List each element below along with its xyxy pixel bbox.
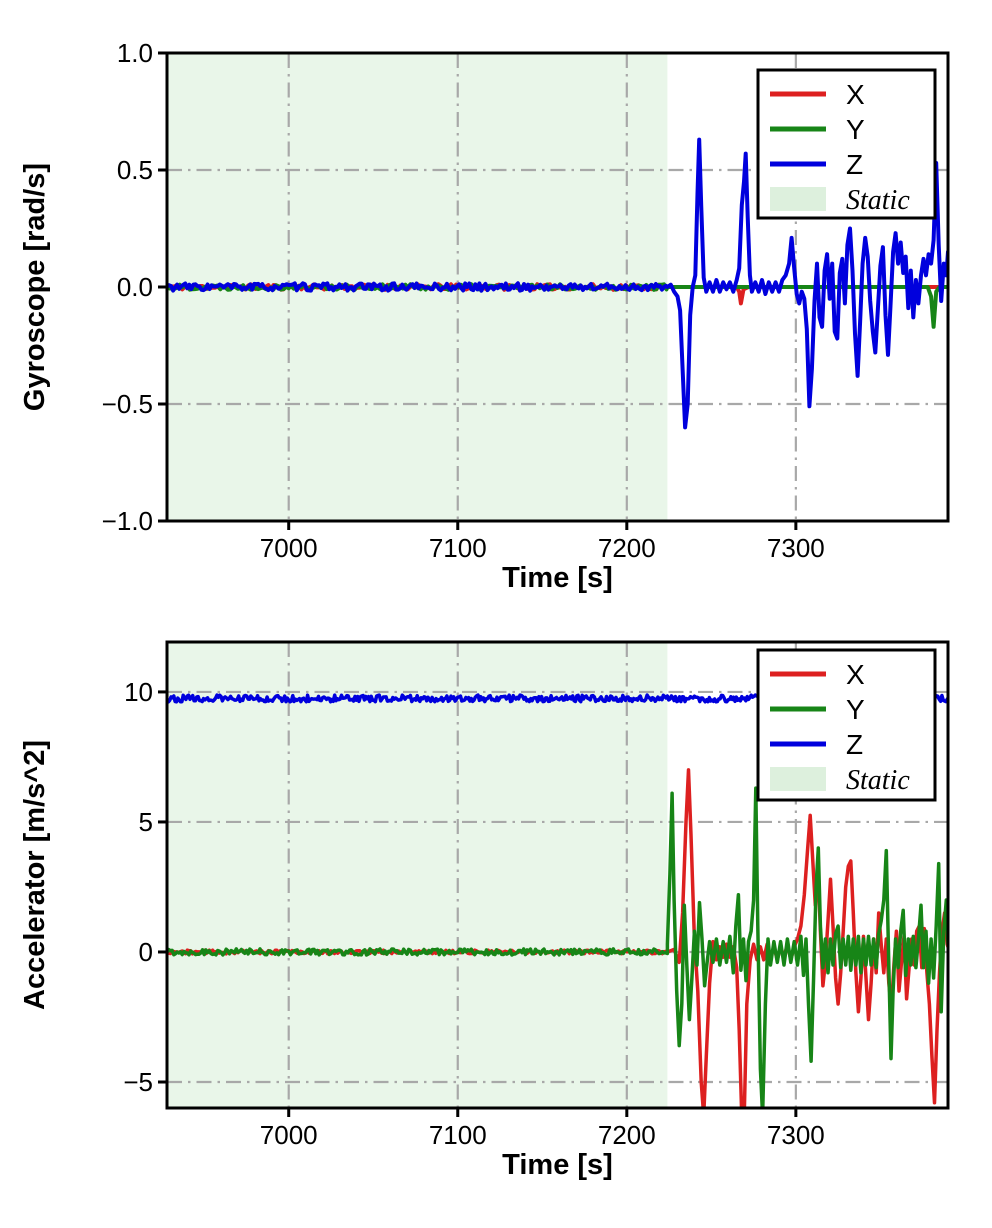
y-tick-label: 5 — [139, 807, 153, 837]
axes-frame — [165, 640, 950, 1110]
legend-static-label: Static — [846, 765, 910, 796]
x-tick-label: 7200 — [598, 533, 656, 563]
legend-z-label: Z — [846, 729, 863, 760]
gyroscope-chart: 7000 7100 7200 7300 −1.0 −0.5 0.0 0.5 1.0 Time [s… — [19, 38, 950, 594]
x-tick-label: 7300 — [767, 533, 825, 563]
legend-y-label: Y — [846, 114, 865, 145]
legend-static-swatch — [770, 187, 826, 211]
x-axis-label: Time [s] — [502, 1149, 613, 1181]
legend-static-label: Static — [846, 185, 910, 216]
y-tick-label: 0.5 — [117, 155, 153, 185]
series-y-line — [167, 786, 948, 1108]
legend-x-label: X — [846, 79, 865, 110]
series-z-line — [167, 137, 948, 430]
legend-x-label: X — [846, 659, 865, 690]
y-tick-label: −1.0 — [102, 506, 153, 536]
legend-y-label: Y — [846, 694, 865, 725]
x-tick-label: 7000 — [260, 1120, 318, 1150]
x-tick-label: 7100 — [429, 533, 487, 563]
x-tick-label: 7200 — [598, 1120, 656, 1150]
x-tick-label: 7100 — [429, 1120, 487, 1150]
y-axis-label: Accelerator [m/s^2] — [19, 740, 51, 1010]
y-tick-label: 0.0 — [117, 272, 153, 302]
x-tick-label: 7300 — [767, 1120, 825, 1150]
legend-z-label: Z — [846, 149, 863, 180]
y-tick-label: 0 — [139, 937, 153, 967]
y-tick-label: 10 — [124, 677, 153, 707]
y-tick-label: 1.0 — [117, 38, 153, 68]
legend-static-swatch — [770, 767, 826, 791]
x-axis-label: Time [s] — [502, 562, 613, 594]
y-tick-label: −5 — [123, 1067, 153, 1097]
x-tick-label: 7000 — [260, 533, 318, 563]
accelerator-chart: 7000 7100 7200 7300 −5 0 5 10 Time [s] Accelerato… — [19, 640, 950, 1181]
y-tick-label: −0.5 — [102, 389, 153, 419]
y-axis-label: Gyroscope [rad/s] — [19, 163, 51, 411]
static-region — [167, 642, 668, 1108]
